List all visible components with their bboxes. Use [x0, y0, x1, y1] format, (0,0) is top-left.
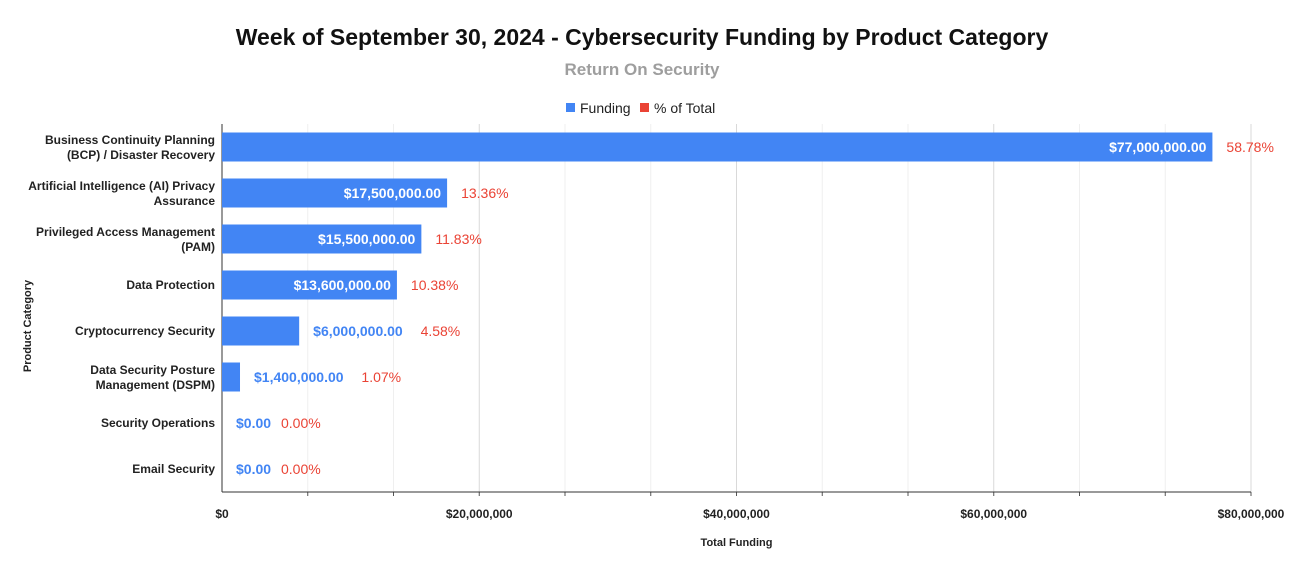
percent-label: 11.83% — [435, 231, 481, 247]
category-label: Email Security — [132, 462, 215, 476]
legend-label-funding: Funding — [580, 100, 631, 116]
funding-value-label: $13,600,000.00 — [294, 277, 392, 293]
category-label: Data Protection — [126, 278, 215, 292]
category-label: Business Continuity Planning — [45, 133, 215, 147]
category-label: Management (DSPM) — [96, 378, 215, 392]
funding-value-label: $77,000,000.00 — [1109, 139, 1207, 155]
x-tick-label: $40,000,000 — [703, 507, 770, 521]
x-axis-title: Total Funding — [701, 537, 773, 549]
category-label: Data Security Posture — [90, 363, 215, 377]
funding-value-label: $0.00 — [236, 415, 271, 431]
percent-label: 4.58% — [421, 323, 461, 339]
chart-title: Week of September 30, 2024 - Cybersecuri… — [235, 24, 1049, 50]
funding-value-label: $15,500,000.00 — [318, 231, 416, 247]
category-label: Assurance — [154, 194, 216, 208]
funding-bar — [222, 316, 300, 346]
y-axis-title: Product Category — [22, 279, 34, 372]
funding-bar — [222, 132, 1213, 162]
funding-value-label: $1,400,000.00 — [254, 369, 344, 385]
funding-bar — [222, 270, 397, 300]
percent-label: 13.36% — [461, 185, 508, 201]
chart-subtitle: Return On Security — [564, 60, 720, 79]
category-label: (BCP) / Disaster Recovery — [67, 148, 215, 162]
funding-bar — [222, 362, 241, 392]
funding-value-label: $17,500,000.00 — [344, 185, 442, 201]
category-label: Security Operations — [101, 416, 215, 430]
legend-swatch-percent — [640, 103, 649, 112]
funding-value-label: $6,000,000.00 — [313, 323, 403, 339]
percent-label: 0.00% — [281, 415, 321, 431]
category-label: (PAM) — [181, 240, 215, 254]
x-tick-label: $20,000,000 — [446, 507, 513, 521]
x-tick-label: $80,000,000 — [1218, 507, 1285, 521]
legend-swatch-funding — [566, 103, 575, 112]
x-tick-label: $0 — [215, 507, 229, 521]
percent-label: 0.00% — [281, 461, 321, 477]
legend-label-percent: % of Total — [654, 100, 715, 116]
category-label: Privileged Access Management — [36, 225, 215, 239]
category-label: Cryptocurrency Security — [75, 324, 215, 338]
funding-bar — [222, 224, 422, 254]
funding-bar — [222, 178, 448, 208]
x-tick-label: $60,000,000 — [960, 507, 1027, 521]
funding-value-label: $0.00 — [236, 461, 271, 477]
category-label: Artificial Intelligence (AI) Privacy — [28, 179, 215, 193]
percent-label: 58.78% — [1226, 139, 1273, 155]
percent-label: 1.07% — [361, 369, 401, 385]
percent-label: 10.38% — [411, 277, 458, 293]
